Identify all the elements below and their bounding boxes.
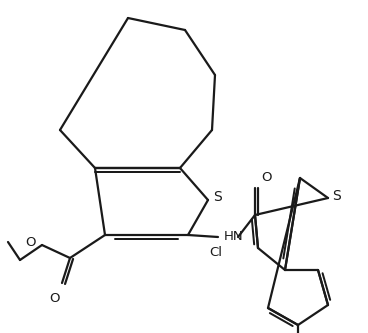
Text: O: O (261, 171, 272, 184)
Text: O: O (50, 292, 60, 305)
Text: S: S (213, 190, 222, 204)
Text: O: O (25, 235, 36, 248)
Text: HN: HN (224, 230, 244, 243)
Text: Cl: Cl (209, 245, 222, 258)
Text: S: S (332, 189, 341, 203)
